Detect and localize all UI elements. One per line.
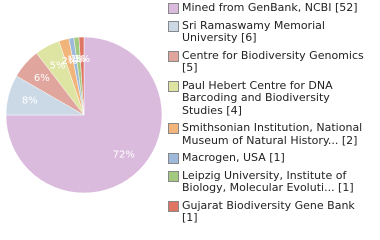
legend-swatch [168,50,179,62]
slice-label: 8% [22,95,38,106]
legend-swatch [168,20,179,32]
legend-label: Macrogen, USA [1] [182,151,285,164]
legend-entry: Smithsonian Institution, National Museum… [168,121,368,147]
legend-swatch [168,3,179,14]
legend-label: Centre for Biodiversity Genomics [5] [182,48,364,74]
legend-label: Leipzig University, Institute of Biology… [182,168,354,194]
slice-label: 1% [67,55,83,66]
legend-entry: Leipzig University, Institute of Biology… [168,168,368,195]
pie-slice [5,36,163,194]
legend-entry: Centre for Biodiversity Genomics [5] [168,48,368,75]
slice-label: 1% [71,54,87,65]
legend-entry: Macrogen, USA [1] [168,151,368,165]
slice-label: 5% [50,60,66,71]
slice-label: 72% [113,150,135,161]
slice-label: 2% [62,56,78,67]
legend-label: Mined from GenBank, NCBI [52] [182,1,358,14]
slice-label: 1% [74,54,90,65]
pie-slice [78,36,85,116]
legend-entry: Paul Hebert Centre for DNA Barcoding and… [168,78,368,118]
legend-entry: Mined from GenBank, NCBI [52] [168,1,368,15]
legend-swatch [168,153,179,164]
legend-entry: Sri Ramaswamy Memorial University [6] [168,18,368,45]
legend-label: Paul Hebert Centre for DNA Barcoding and… [182,78,333,117]
legend-swatch [168,170,179,182]
legend-entry: Gujarat Biodiversity Gene Bank [1] [168,198,368,225]
legend-swatch [168,200,179,212]
slice-label: 6% [34,73,50,84]
legend-swatch [168,80,179,92]
legend: Mined from GenBank, NCBI [52] Sri Ramaswa… [168,1,368,230]
legend-label: Sri Ramaswamy Memorial University [6] [182,18,325,44]
legend-label: Gujarat Biodiversity Gene Bank [1] [182,198,355,224]
legend-swatch [168,123,179,134]
legend-label: Smithsonian Institution, National Museum… [182,121,363,147]
chart: 72%8%6%5%2%1%1%1% [5,36,163,194]
